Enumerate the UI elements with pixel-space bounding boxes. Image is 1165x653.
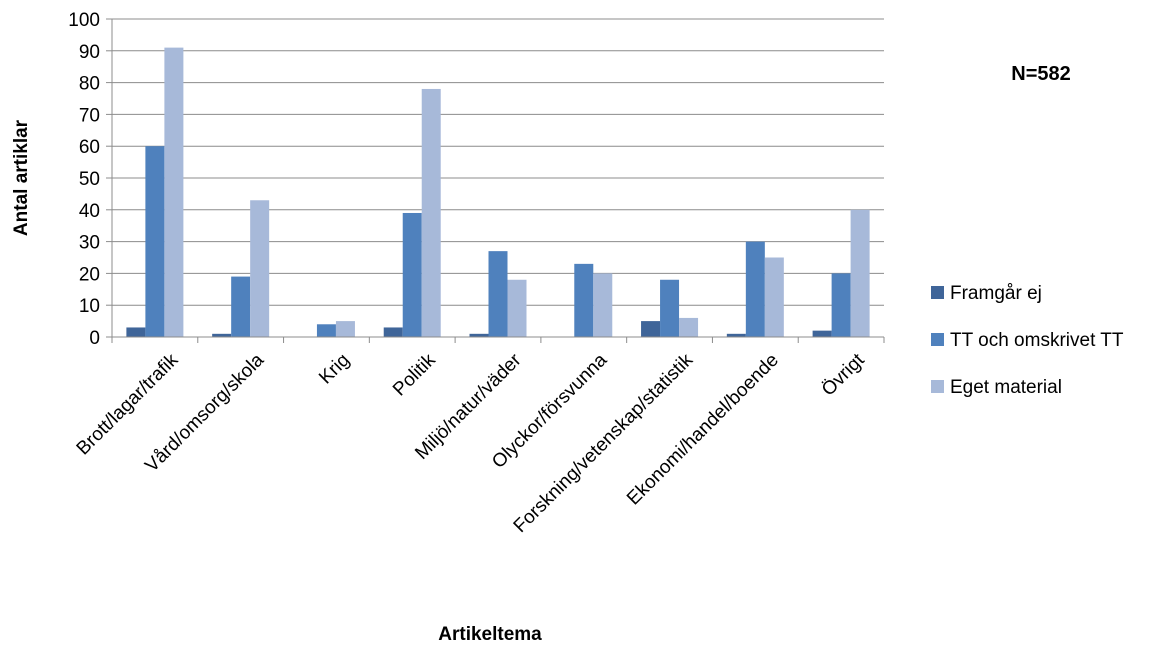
bar: [679, 317, 699, 337]
y-tick-label: 50: [79, 169, 100, 190]
bar: [831, 273, 851, 337]
y-tick-label: 100: [68, 10, 100, 31]
bar: [488, 251, 508, 337]
y-tick-label: 10: [79, 296, 100, 317]
bar: [641, 321, 661, 337]
bar: [145, 146, 165, 337]
bars: [111, 47, 885, 343]
y-tick-label: 60: [79, 137, 100, 158]
bar: [212, 333, 232, 337]
y-tick-label: 30: [79, 233, 100, 254]
bar: [574, 263, 594, 337]
category-label: Krig: [315, 350, 354, 389]
legend-label: TT och omskrivet TT: [950, 330, 1124, 351]
category-label: Forskning/vetenskap/statistik: [510, 349, 698, 537]
y-tick-label: 90: [79, 42, 100, 63]
gridlines: [106, 18, 884, 338]
y-tick-label: 0: [89, 328, 100, 349]
bar: [316, 324, 336, 337]
y-tick-labels: 0 10 20 30 40 50 60 70 80 90 100: [68, 10, 100, 349]
legend-label: Eget material: [950, 377, 1062, 398]
bar: [812, 330, 832, 337]
bar: [764, 257, 784, 337]
x-axis-title: Artikeltema: [438, 624, 542, 645]
category-label: Ekonomi/handel/boende: [623, 350, 783, 510]
sample-size-annotation: N=582: [1011, 63, 1071, 85]
category-label: Politik: [389, 349, 440, 400]
y-tick-label: 80: [79, 74, 100, 95]
bar: [660, 279, 680, 337]
bar: [164, 47, 184, 338]
y-tick-label: 40: [79, 201, 100, 222]
bar: [421, 88, 441, 338]
legend-swatch: [931, 286, 944, 299]
bar: [402, 212, 422, 337]
bar: [507, 279, 527, 337]
bar: [850, 209, 870, 337]
y-tick-label: 20: [79, 264, 100, 285]
bar: [726, 333, 746, 337]
legend-label: Framgår ej: [950, 283, 1042, 304]
bar: [250, 200, 270, 337]
bar: [335, 321, 355, 337]
bar: [745, 241, 765, 337]
bar: [593, 273, 613, 337]
legend-swatch: [931, 333, 944, 346]
category-label: Övrigt: [818, 349, 869, 400]
y-tick-label: 70: [79, 105, 100, 126]
bar: [231, 276, 251, 337]
bar: [469, 333, 489, 337]
bar: [126, 327, 146, 337]
bar: [383, 327, 403, 337]
legend: Framgår ej TT och omskrivet TT Eget materi…: [931, 283, 1124, 398]
y-axis-title: Antal artiklar: [11, 119, 32, 236]
legend-swatch: [931, 380, 944, 393]
